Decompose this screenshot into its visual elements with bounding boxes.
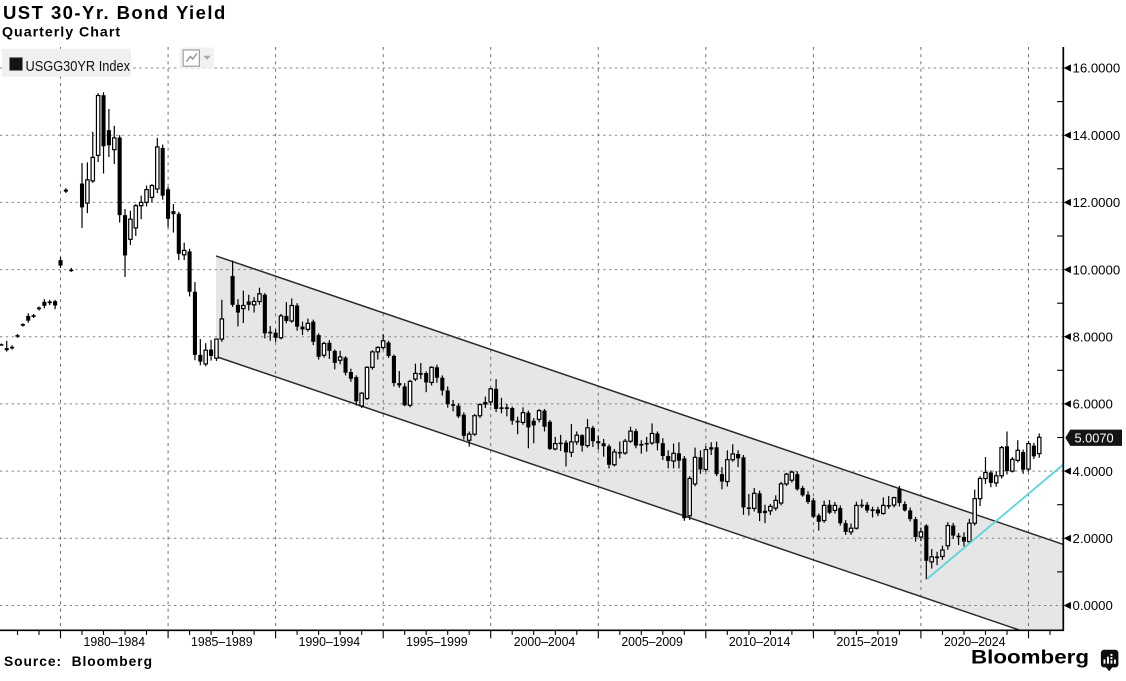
svg-text:6.0000: 6.0000 xyxy=(1073,397,1113,412)
svg-text:2.0000: 2.0000 xyxy=(1073,531,1113,546)
svg-text:0.0000: 0.0000 xyxy=(1073,598,1113,613)
svg-text:5.0070: 5.0070 xyxy=(1075,430,1114,445)
svg-text:1980–1984: 1980–1984 xyxy=(84,634,146,649)
svg-text:UST 30-Yr. Bond Yield: UST 30-Yr. Bond Yield xyxy=(3,2,227,23)
svg-text:2005–2009: 2005–2009 xyxy=(621,634,683,649)
svg-text:1990–1994: 1990–1994 xyxy=(299,634,361,649)
svg-text:2000–2004: 2000–2004 xyxy=(514,634,576,649)
svg-text:4.0000: 4.0000 xyxy=(1073,464,1113,479)
svg-text:10.0000: 10.0000 xyxy=(1073,262,1121,277)
svg-text:Source: Bloomberg: Source: Bloomberg xyxy=(4,654,153,669)
svg-text:1985–1989: 1985–1989 xyxy=(191,634,253,649)
svg-text:8.0000: 8.0000 xyxy=(1073,329,1113,344)
svg-text:2010–2014: 2010–2014 xyxy=(729,634,791,649)
svg-text:14.0000: 14.0000 xyxy=(1073,128,1121,143)
svg-text:12.0000: 12.0000 xyxy=(1073,195,1121,210)
svg-text:2015–2019: 2015–2019 xyxy=(836,634,898,649)
svg-text:Quarterly Chart: Quarterly Chart xyxy=(2,25,121,41)
svg-text:2020–2024: 2020–2024 xyxy=(944,634,1006,649)
svg-text:Bloomberg: Bloomberg xyxy=(971,648,1089,669)
svg-text:USGG30YR Index: USGG30YR Index xyxy=(26,58,131,75)
svg-text:1995–1999: 1995–1999 xyxy=(406,634,468,649)
svg-text:16.0000: 16.0000 xyxy=(1073,61,1121,76)
